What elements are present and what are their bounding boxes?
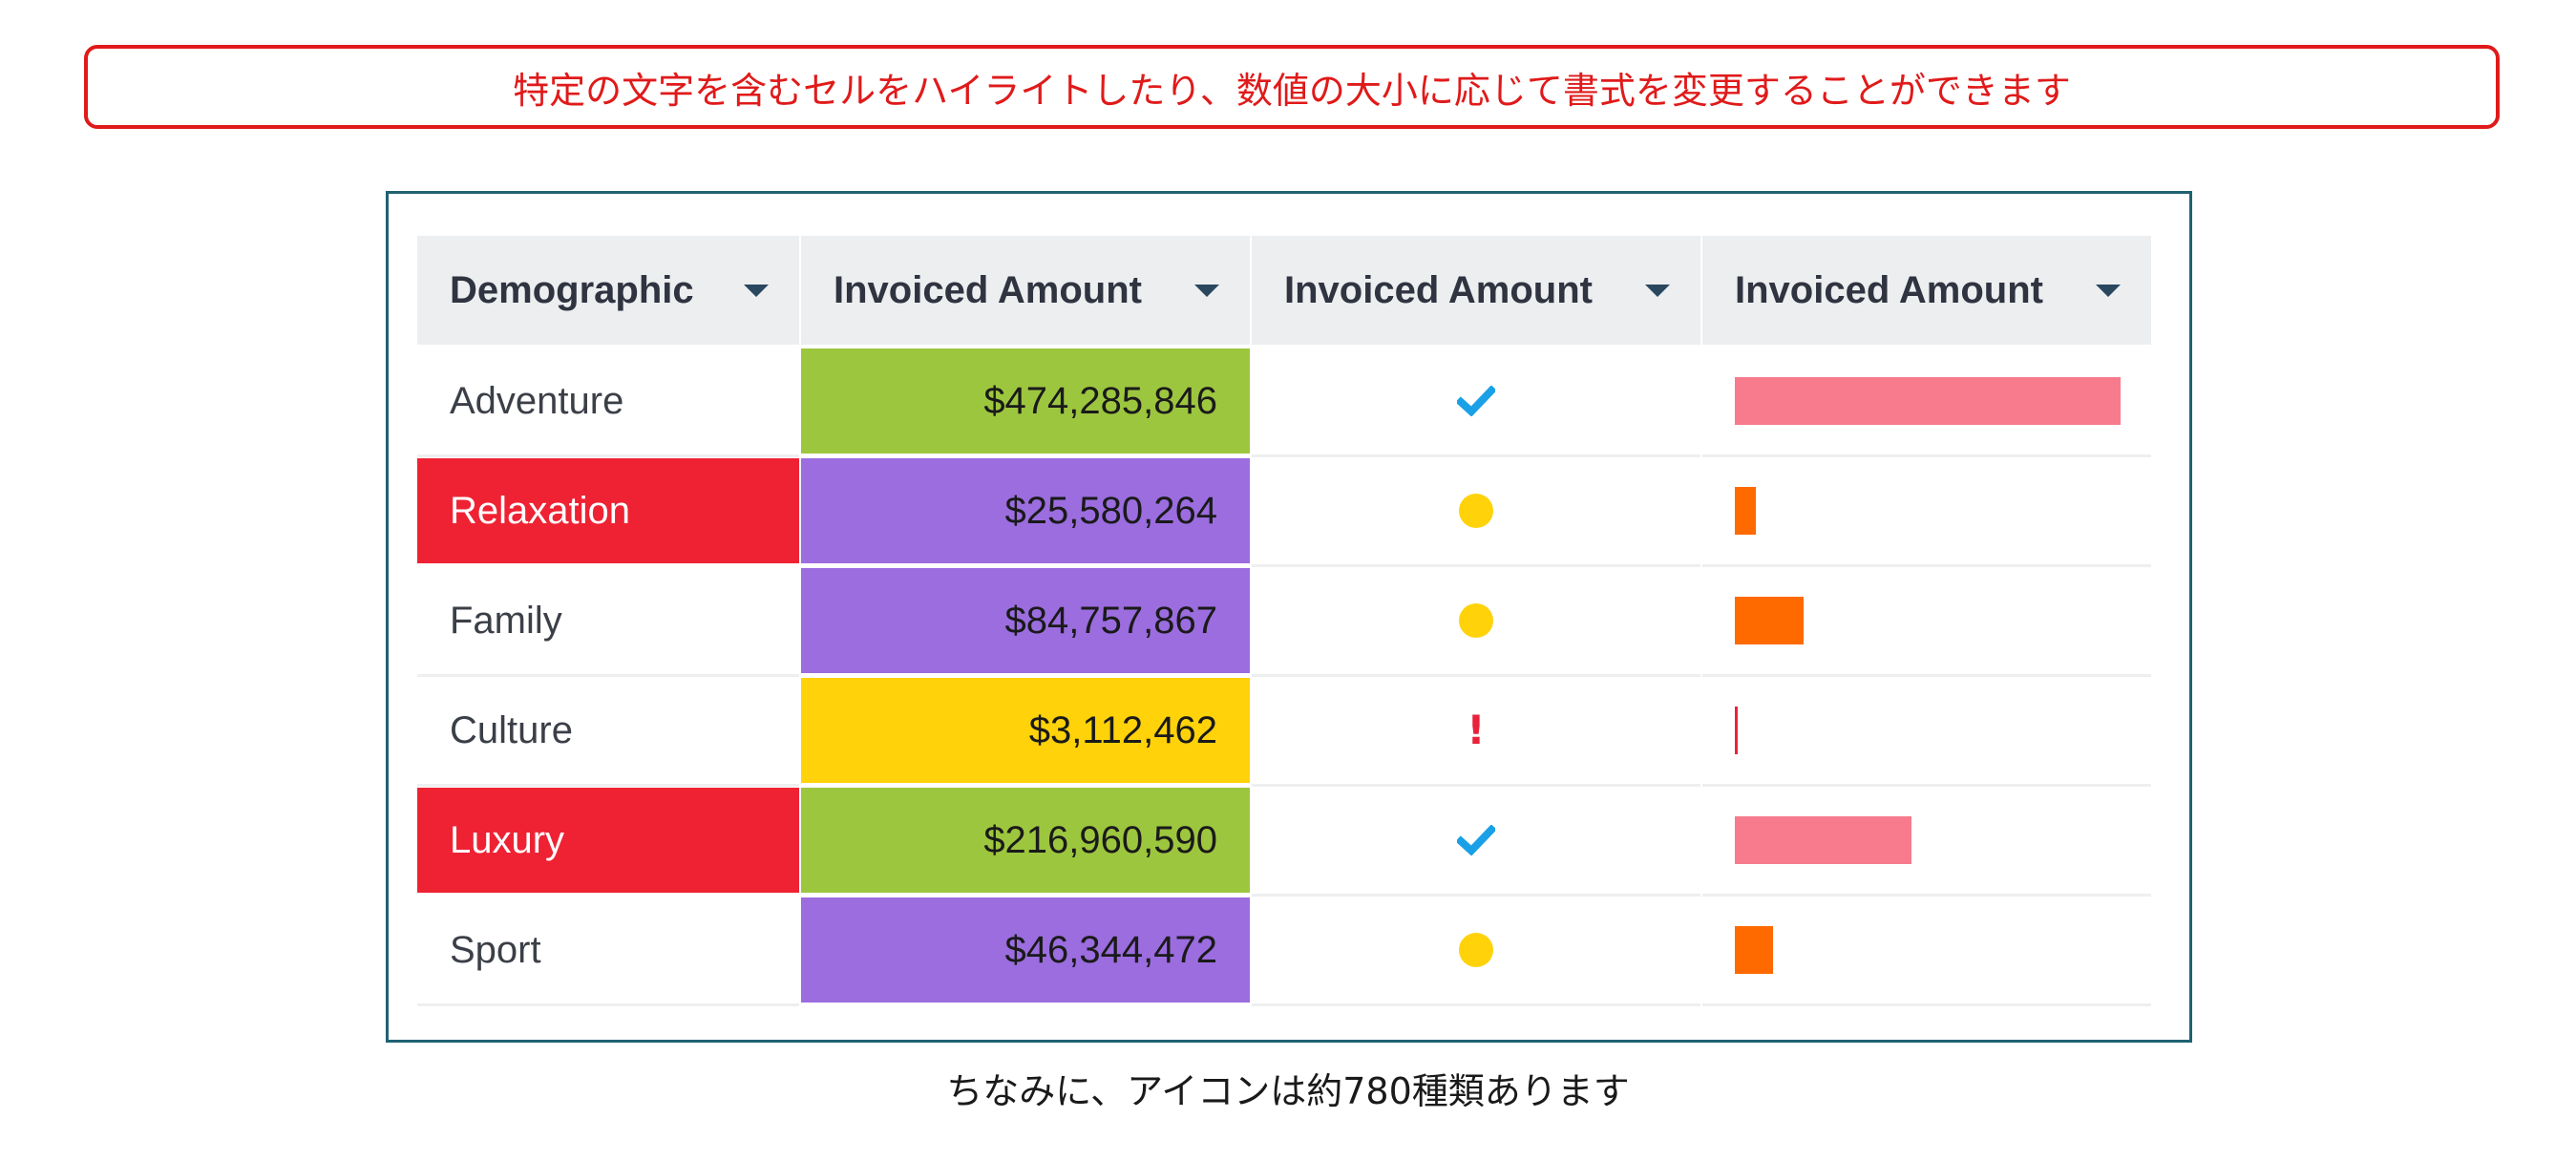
sort-caret-icon[interactable] <box>744 284 769 297</box>
invoiced-amount-cell: $3,112,462 <box>801 678 1250 783</box>
sort-caret-icon[interactable] <box>1645 284 1670 297</box>
demographic-label: Culture <box>450 708 573 751</box>
column-header-invoiced-amount-icon[interactable]: Invoiced Amount <box>1252 236 1700 345</box>
status-icon-cell <box>1252 348 1700 457</box>
sort-caret-icon[interactable] <box>1194 284 1219 297</box>
data-bar-cell <box>1702 348 2151 457</box>
demographic-cell: Family <box>417 568 799 677</box>
invoiced-amount-cell: $84,757,867 <box>801 568 1250 673</box>
column-header-invoiced-amount-color[interactable]: Invoiced Amount <box>801 236 1250 345</box>
invoiced-amount-cell: $216,960,590 <box>801 788 1250 893</box>
data-bar <box>1735 926 1773 974</box>
demographic-cell: Relaxation <box>417 458 799 563</box>
dot-icon <box>1459 494 1493 528</box>
data-bar <box>1735 487 1756 535</box>
data-bar-cell <box>1702 568 2151 677</box>
status-icon-cell <box>1252 458 1700 567</box>
info-banner-text: 特定の文字を含むセルをハイライトしたり、数値の大小に応じて書式を変更することがで… <box>513 69 2071 112</box>
demographic-label: Relaxation <box>450 489 631 532</box>
data-bar <box>1735 597 1804 644</box>
invoiced-amount-value: $46,344,472 <box>1004 928 1217 971</box>
invoiced-amount-cell: $25,580,264 <box>801 458 1250 563</box>
demographic-label: Family <box>450 599 562 642</box>
status-icon-cell <box>1252 788 1700 897</box>
invoiced-amount-cell: $474,285,846 <box>801 348 1250 454</box>
demographic-cell: Adventure <box>417 348 799 457</box>
demographic-label: Adventure <box>450 379 624 422</box>
demographic-label: Sport <box>450 928 541 971</box>
caption-text: ちなみに、アイコンは約780種類あります <box>946 1070 1630 1112</box>
exclamation-icon: ! <box>1467 707 1486 753</box>
column-header-label: Invoiced Amount <box>834 268 1142 311</box>
demographic-cell: Luxury <box>417 788 799 893</box>
status-icon-cell <box>1252 568 1700 677</box>
data-bar-cell <box>1702 458 2151 567</box>
dot-icon <box>1459 933 1493 967</box>
invoiced-amount-value: $216,960,590 <box>983 818 1217 861</box>
data-bar <box>1735 816 1911 864</box>
data-bar-cell <box>1702 678 2151 787</box>
status-icon-cell: ! <box>1252 678 1700 787</box>
invoiced-amount-value: $25,580,264 <box>1004 489 1217 532</box>
data-bar-cell <box>1702 897 2151 1006</box>
caption: ちなみに、アイコンは約780種類あります <box>0 1062 2576 1114</box>
info-banner: 特定の文字を含むセルをハイライトしたり、数値の大小に応じて書式を変更することがで… <box>84 45 2500 129</box>
dot-icon <box>1459 603 1493 638</box>
column-header-label: Invoiced Amount <box>1284 268 1593 311</box>
data-bar-cell <box>1702 788 2151 897</box>
demographic-cell: Culture <box>417 678 799 787</box>
check-icon <box>1457 825 1495 855</box>
check-icon <box>1457 386 1495 416</box>
demographic-cell: Sport <box>417 897 799 1006</box>
sort-caret-icon[interactable] <box>2096 284 2121 297</box>
status-icon-cell <box>1252 897 1700 1006</box>
invoiced-amount-value: $3,112,462 <box>1028 708 1217 751</box>
data-bar <box>1735 377 2121 425</box>
demographic-label: Luxury <box>450 818 565 861</box>
data-table: Demographic Invoiced Amount Invoiced Amo… <box>417 236 2151 1007</box>
column-header-label: Demographic <box>450 268 694 311</box>
column-header-label: Invoiced Amount <box>1735 268 2043 311</box>
invoiced-amount-cell: $46,344,472 <box>801 897 1250 1003</box>
data-bar <box>1735 707 1738 754</box>
table-panel: Demographic Invoiced Amount Invoiced Amo… <box>386 191 2192 1043</box>
column-header-demographic[interactable]: Demographic <box>417 236 799 345</box>
invoiced-amount-value: $84,757,867 <box>1004 599 1217 642</box>
column-header-invoiced-amount-bar[interactable]: Invoiced Amount <box>1702 236 2151 345</box>
invoiced-amount-value: $474,285,846 <box>983 379 1217 422</box>
